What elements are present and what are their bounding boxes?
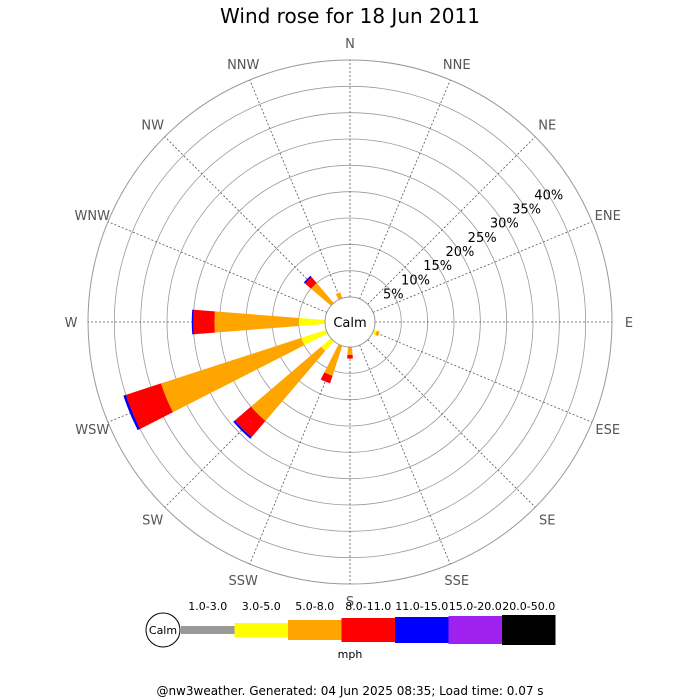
wedge-s-bin-3 xyxy=(347,354,353,359)
legend-label-4: 11.0-15.0 xyxy=(395,600,448,613)
wedge-wsw-bin-4 xyxy=(123,394,141,431)
wedge-w-bin-1 xyxy=(298,317,326,327)
calm-label: Calm xyxy=(333,316,366,331)
direction-label-ese: ESE xyxy=(595,423,620,438)
direction-label-e: E xyxy=(625,316,633,331)
legend-swatch-4 xyxy=(395,617,449,643)
direction-spoke xyxy=(249,79,341,300)
direction-label-ssw: SSW xyxy=(229,574,259,589)
legend-swatch-1 xyxy=(234,623,288,637)
wedge-ese-bin-2 xyxy=(375,330,380,337)
wedge-wsw-bin-2 xyxy=(160,337,305,413)
wedge-sw-bin-3 xyxy=(234,406,266,438)
direction-spoke xyxy=(164,339,333,508)
radial-tick-label: 10% xyxy=(401,273,430,288)
direction-label-n: N xyxy=(345,37,355,52)
legend-swatch-5 xyxy=(448,616,502,644)
direction-label-nnw: NNW xyxy=(227,58,259,73)
legend-swatch-2 xyxy=(288,620,342,640)
direction-spoke xyxy=(164,136,333,305)
wedge-ssw-bin-3 xyxy=(320,372,333,384)
direction-label-se: SE xyxy=(539,513,555,528)
wedge-wsw-bin-3 xyxy=(125,383,173,429)
direction-spoke xyxy=(372,221,593,313)
wedge-nnw-bin-2 xyxy=(335,292,343,300)
wedge-nw-bin-3 xyxy=(304,276,317,289)
direction-label-sw: SW xyxy=(142,513,163,528)
direction-label-wsw: WSW xyxy=(75,423,109,438)
radial-tick-label: 40% xyxy=(534,188,563,203)
radial-tick-label: 5% xyxy=(383,287,404,302)
direction-spoke xyxy=(249,344,341,565)
direction-label-nw: NW xyxy=(141,119,164,134)
legend-swatch-3 xyxy=(341,618,395,642)
legend-label-6: 20.0-50.0 xyxy=(502,600,555,613)
legend-label-5: 15.0-20.0 xyxy=(449,600,502,613)
grid-circle xyxy=(113,85,587,559)
direction-label-wnw: WNW xyxy=(75,209,111,224)
radial-tick-label: 35% xyxy=(512,203,541,218)
legend-calm-label: Calm xyxy=(149,624,177,637)
radial-tick-label: 30% xyxy=(490,217,519,232)
legend-swatch-6 xyxy=(502,615,556,645)
wedge-sw-bin-1 xyxy=(320,338,334,352)
radial-tick-label: 25% xyxy=(468,231,497,246)
wedge-nw-bin-2 xyxy=(310,282,334,306)
wedge-ssw-bin-2 xyxy=(324,344,343,376)
direction-spoke xyxy=(372,331,593,423)
direction-label-ne: NE xyxy=(538,119,556,134)
wedge-s-bin-2 xyxy=(347,346,353,355)
chart-title: Wind rose for 18 Jun 2011 xyxy=(220,4,480,28)
direction-label-nne: NNE xyxy=(443,58,471,73)
legend-label-0: 1.0-3.0 xyxy=(188,600,227,613)
legend-units-label: mph xyxy=(338,648,363,661)
wedge-w-bin-2 xyxy=(214,311,299,333)
direction-label-w: W xyxy=(65,316,78,331)
footer-credit: @nw3weather. Generated: 04 Jun 2025 08:3… xyxy=(156,684,544,698)
wedge-sw-bin-4 xyxy=(233,420,252,439)
legend-label-3: 8.0-11.0 xyxy=(345,600,391,613)
wedge-w-bin-3 xyxy=(193,309,215,335)
direction-spoke xyxy=(359,344,451,565)
direction-label-s: S xyxy=(346,595,354,610)
direction-spoke xyxy=(367,136,536,305)
direction-label-ene: ENE xyxy=(595,209,621,224)
wedge-sw-bin-2 xyxy=(250,346,326,422)
radial-tick-label: 20% xyxy=(445,245,474,260)
calm-circle xyxy=(324,296,376,348)
legend-swatch-0 xyxy=(181,626,235,634)
direction-spoke xyxy=(367,339,536,508)
legend-calm-circle xyxy=(145,612,181,648)
radial-tick-label: 15% xyxy=(423,259,452,274)
direction-spoke xyxy=(107,221,328,313)
wedge-wsw-bin-1 xyxy=(301,329,328,346)
direction-spoke xyxy=(359,79,451,300)
legend-label-2: 5.0-8.0 xyxy=(295,600,334,613)
wedge-w-bin-4 xyxy=(191,309,194,335)
direction-label-sse: SSE xyxy=(444,574,469,589)
legend-label-1: 3.0-5.0 xyxy=(242,600,281,613)
wedge-nw-bin-4 xyxy=(303,275,312,284)
